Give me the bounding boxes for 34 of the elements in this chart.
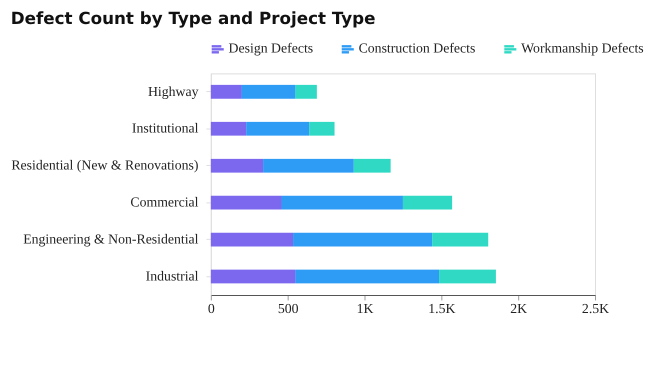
- bar: [210, 196, 282, 210]
- x-tick-label: 500: [278, 301, 299, 316]
- y-tick-label: Industrial: [146, 268, 199, 284]
- y-tick-label: Commercial: [130, 194, 199, 210]
- bar: [210, 232, 294, 246]
- bar: [295, 84, 317, 99]
- bar: [439, 270, 496, 284]
- bar: [210, 122, 246, 136]
- bar: [210, 270, 296, 284]
- y-tick-label: Highway: [148, 84, 199, 99]
- legend-label: Construction Defects: [358, 40, 476, 56]
- legend-label: Design Defects: [228, 40, 314, 56]
- y-tick-label: Institutional: [132, 120, 199, 136]
- x-tick-label: 2K: [510, 301, 528, 316]
- bar: [293, 232, 432, 246]
- bar: [210, 84, 242, 99]
- bar: [242, 84, 296, 99]
- y-tick-label: Engineering & Non-Residential: [23, 232, 199, 247]
- x-tick-label: 1.5K: [428, 301, 456, 316]
- bar: [402, 196, 452, 210]
- x-tick-label: 1K: [356, 301, 374, 316]
- bar: [309, 122, 335, 136]
- bar: [354, 158, 391, 173]
- bar: [263, 158, 354, 173]
- y-tick-label: Residential (New & Renovations): [11, 158, 199, 173]
- bar: [210, 158, 264, 173]
- legend-label: Workmanship Defects: [521, 40, 644, 56]
- x-tick-label: 2.5K: [582, 301, 610, 316]
- bar: [246, 122, 310, 136]
- x-tick-label: 0: [208, 301, 215, 316]
- bar: [282, 196, 403, 210]
- chart-title: Defect Count by Type and Project Type: [10, 8, 376, 28]
- bar: [432, 232, 488, 246]
- bar: [295, 270, 440, 284]
